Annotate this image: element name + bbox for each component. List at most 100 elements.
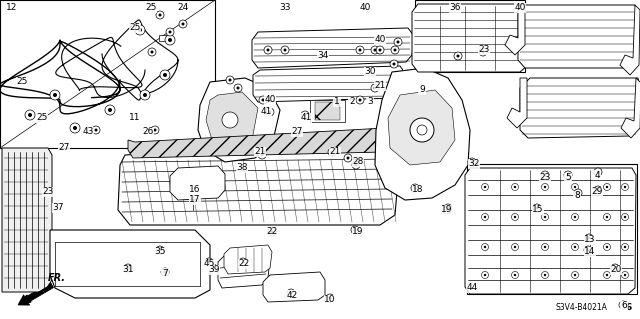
Text: 16: 16 <box>189 186 201 195</box>
Circle shape <box>287 289 295 297</box>
Circle shape <box>511 213 518 220</box>
Text: 34: 34 <box>317 50 329 60</box>
Circle shape <box>621 213 628 220</box>
Circle shape <box>28 113 32 117</box>
Circle shape <box>70 123 80 133</box>
Circle shape <box>284 48 287 51</box>
Circle shape <box>514 274 516 276</box>
Circle shape <box>585 234 593 242</box>
Circle shape <box>619 301 627 309</box>
Circle shape <box>140 90 150 100</box>
Circle shape <box>572 271 579 278</box>
Circle shape <box>222 112 238 128</box>
Circle shape <box>541 271 548 278</box>
Circle shape <box>262 99 264 101</box>
Text: 12: 12 <box>6 4 18 12</box>
Text: 31: 31 <box>122 265 134 275</box>
Circle shape <box>624 186 626 188</box>
Text: 6: 6 <box>625 303 631 313</box>
Text: 22: 22 <box>238 259 250 269</box>
Bar <box>315 102 340 120</box>
Circle shape <box>163 73 167 77</box>
Circle shape <box>207 261 211 263</box>
Text: 27: 27 <box>291 128 303 137</box>
Circle shape <box>371 84 379 92</box>
Circle shape <box>159 13 161 17</box>
Text: 41: 41 <box>260 108 272 116</box>
Circle shape <box>514 186 516 188</box>
Text: 20: 20 <box>611 265 621 275</box>
Text: 35: 35 <box>154 248 166 256</box>
Circle shape <box>606 274 608 276</box>
Text: 17: 17 <box>189 196 201 204</box>
Circle shape <box>151 126 159 134</box>
Circle shape <box>124 264 132 272</box>
Circle shape <box>25 110 35 120</box>
Text: 23: 23 <box>540 174 550 182</box>
Circle shape <box>209 264 217 272</box>
FancyArrow shape <box>18 282 54 305</box>
Circle shape <box>168 38 172 42</box>
Text: 22: 22 <box>266 227 278 236</box>
Circle shape <box>456 55 460 57</box>
Polygon shape <box>253 66 405 102</box>
Circle shape <box>541 171 549 179</box>
Circle shape <box>346 157 349 160</box>
Circle shape <box>606 186 608 188</box>
Polygon shape <box>518 5 638 68</box>
Polygon shape <box>620 5 640 75</box>
Text: 25: 25 <box>129 24 141 33</box>
Text: 19: 19 <box>352 227 364 236</box>
Circle shape <box>226 76 234 84</box>
Circle shape <box>577 191 579 195</box>
Circle shape <box>444 204 452 212</box>
Polygon shape <box>128 128 390 158</box>
Circle shape <box>594 186 602 194</box>
Text: 24: 24 <box>177 4 189 12</box>
Text: 33: 33 <box>279 4 291 12</box>
Circle shape <box>156 246 164 254</box>
Circle shape <box>234 84 242 92</box>
Circle shape <box>544 274 546 276</box>
Polygon shape <box>507 78 527 128</box>
Circle shape <box>624 246 626 248</box>
Circle shape <box>447 206 449 210</box>
Circle shape <box>143 93 147 97</box>
Circle shape <box>481 271 488 278</box>
Polygon shape <box>505 5 525 55</box>
Circle shape <box>394 48 397 51</box>
Circle shape <box>566 174 570 176</box>
Text: 40: 40 <box>359 4 371 12</box>
Text: FR.: FR. <box>48 273 66 283</box>
Circle shape <box>572 183 579 190</box>
Circle shape <box>606 216 608 218</box>
Text: 36: 36 <box>449 4 461 12</box>
Circle shape <box>269 110 271 114</box>
Circle shape <box>241 261 244 263</box>
Circle shape <box>481 50 484 54</box>
Polygon shape <box>263 272 325 302</box>
Circle shape <box>182 23 184 26</box>
Circle shape <box>481 243 488 250</box>
Circle shape <box>73 126 77 130</box>
Circle shape <box>481 183 488 190</box>
Circle shape <box>258 151 266 159</box>
Circle shape <box>154 129 157 131</box>
Text: 29: 29 <box>591 188 603 197</box>
Circle shape <box>484 274 486 276</box>
Circle shape <box>541 213 548 220</box>
Text: 14: 14 <box>584 248 596 256</box>
Circle shape <box>268 228 276 236</box>
Circle shape <box>574 189 582 197</box>
Circle shape <box>574 274 576 276</box>
Bar <box>415 0 525 72</box>
Circle shape <box>394 38 402 46</box>
Text: 45: 45 <box>204 259 214 269</box>
Bar <box>0 0 215 148</box>
Circle shape <box>179 20 187 28</box>
Polygon shape <box>465 168 636 294</box>
Circle shape <box>92 126 100 134</box>
Circle shape <box>326 294 334 302</box>
Circle shape <box>470 160 474 164</box>
Circle shape <box>541 243 548 250</box>
